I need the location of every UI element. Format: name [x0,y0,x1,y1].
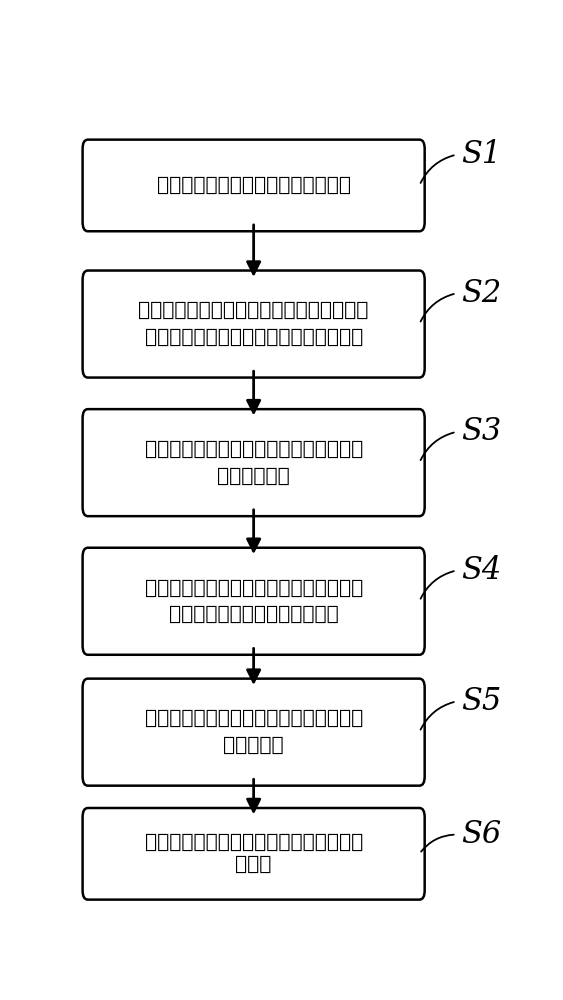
Text: S2: S2 [461,278,501,309]
Text: 的转动惯量: 的转动惯量 [224,736,284,755]
FancyBboxPatch shape [83,679,425,786]
FancyBboxPatch shape [83,140,425,231]
FancyBboxPatch shape [83,548,425,655]
Text: 调整航天器系统的质心通过主连接轴: 调整航天器系统的质心通过主连接轴 [157,176,351,195]
Text: S1: S1 [461,139,501,170]
Text: S5: S5 [461,686,501,717]
Text: 航天器系统准备抓取下一个空间目标或离: 航天器系统准备抓取下一个空间目标或离 [145,833,363,852]
FancyBboxPatch shape [83,271,425,378]
Text: S4: S4 [461,555,501,586]
Text: 质心和惯量主轴分别进行测量标定和调整: 质心和惯量主轴分别进行测量标定和调整 [145,328,363,347]
Text: 进行蓄能加速: 进行蓄能加速 [217,466,290,485]
Text: 消能卸载绕主连接轴垂直旋转的投送连杆: 消能卸载绕主连接轴垂直旋转的投送连杆 [145,709,363,728]
Text: S6: S6 [461,819,501,850]
Text: 对待投送空间目标或离轨碎片的投送连杆: 对待投送空间目标或离轨碎片的投送连杆 [145,440,363,459]
Text: S3: S3 [461,416,501,447]
Text: 的质心和转动惯量分别进行调整: 的质心和转动惯量分别进行调整 [169,605,338,624]
FancyBboxPatch shape [83,409,425,516]
Text: 轨碎片: 轨碎片 [235,855,272,874]
FancyBboxPatch shape [83,808,425,900]
Text: 对投送完空间目标或离轨碎片的投送连杆: 对投送完空间目标或离轨碎片的投送连杆 [145,578,363,597]
Text: 对待投送空间目标或离轨碎片的投送连杆的: 对待投送空间目标或离轨碎片的投送连杆的 [138,301,369,320]
